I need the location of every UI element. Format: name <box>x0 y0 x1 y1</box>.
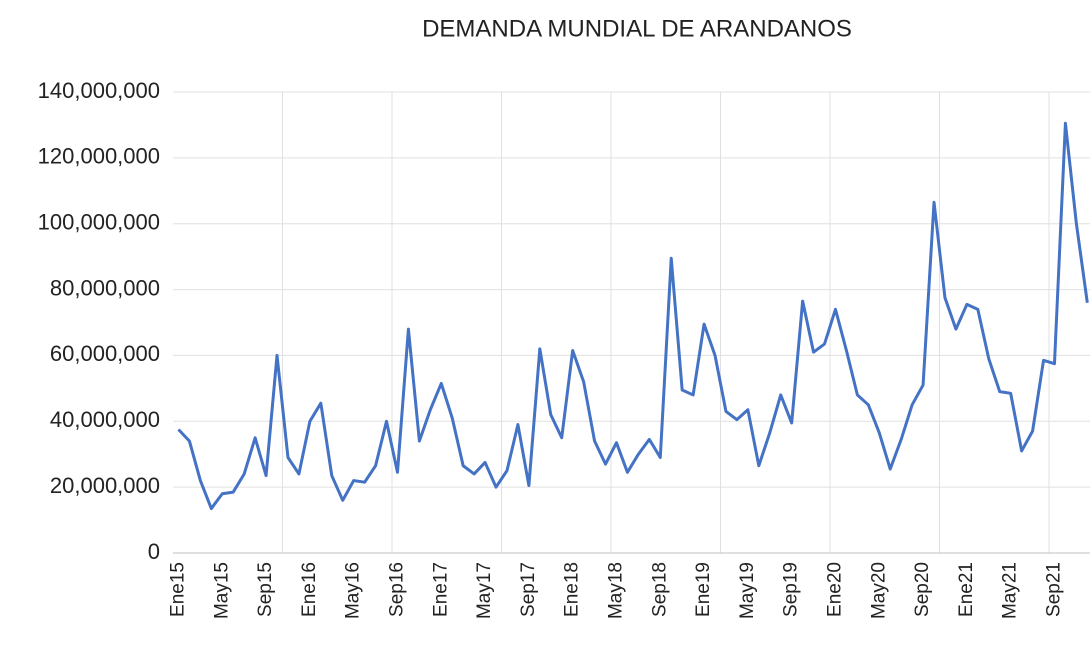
x-tick-label: May15 <box>211 562 232 619</box>
y-tick-label: 60,000,000 <box>50 341 160 366</box>
chart-title: DEMANDA MUNDIAL DE ARANDANOS <box>422 15 852 42</box>
x-tick-label: Ene18 <box>562 562 583 617</box>
y-tick-label: 100,000,000 <box>38 210 160 235</box>
x-tick-label: May19 <box>737 562 758 619</box>
y-tick-label: 20,000,000 <box>50 473 160 498</box>
x-tick-label: Sep21 <box>1043 562 1064 617</box>
x-tick-label: Sep18 <box>649 562 670 617</box>
y-tick-label: 80,000,000 <box>50 275 160 300</box>
y-tick-label: 0 <box>148 539 160 564</box>
x-tick-label: Sep15 <box>255 562 276 617</box>
y-tick-label: 40,000,000 <box>50 407 160 432</box>
x-tick-label: Ene19 <box>693 562 714 617</box>
x-tick-label: May18 <box>605 562 626 619</box>
x-tick-label: Sep19 <box>781 562 802 617</box>
x-tick-label: Ene15 <box>167 562 188 617</box>
x-tick-label: May17 <box>474 562 495 619</box>
x-tick-label: May20 <box>868 562 889 619</box>
y-tick-label: 120,000,000 <box>38 144 160 169</box>
x-tick-label: Ene20 <box>824 562 845 617</box>
x-tick-label: Sep20 <box>912 562 933 617</box>
x-tick-label: Sep16 <box>386 562 407 617</box>
line-series <box>177 121 1089 511</box>
x-tick-label: Ene16 <box>299 562 320 617</box>
x-tick-label: Sep17 <box>518 562 539 617</box>
x-tick-label: Ene17 <box>430 562 451 617</box>
x-tick-label: May21 <box>1000 562 1021 619</box>
x-tick-label: Ene21 <box>956 562 977 617</box>
x-tick-label: May16 <box>343 562 364 619</box>
y-tick-label: 140,000,000 <box>38 78 160 103</box>
